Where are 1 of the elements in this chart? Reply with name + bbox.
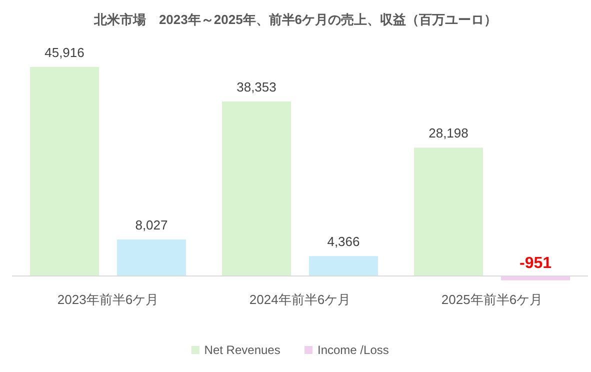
title: 北米市場 2023年～2025年、前半6ケ月の売上、収益（百万ユーロ）	[94, 12, 498, 27]
